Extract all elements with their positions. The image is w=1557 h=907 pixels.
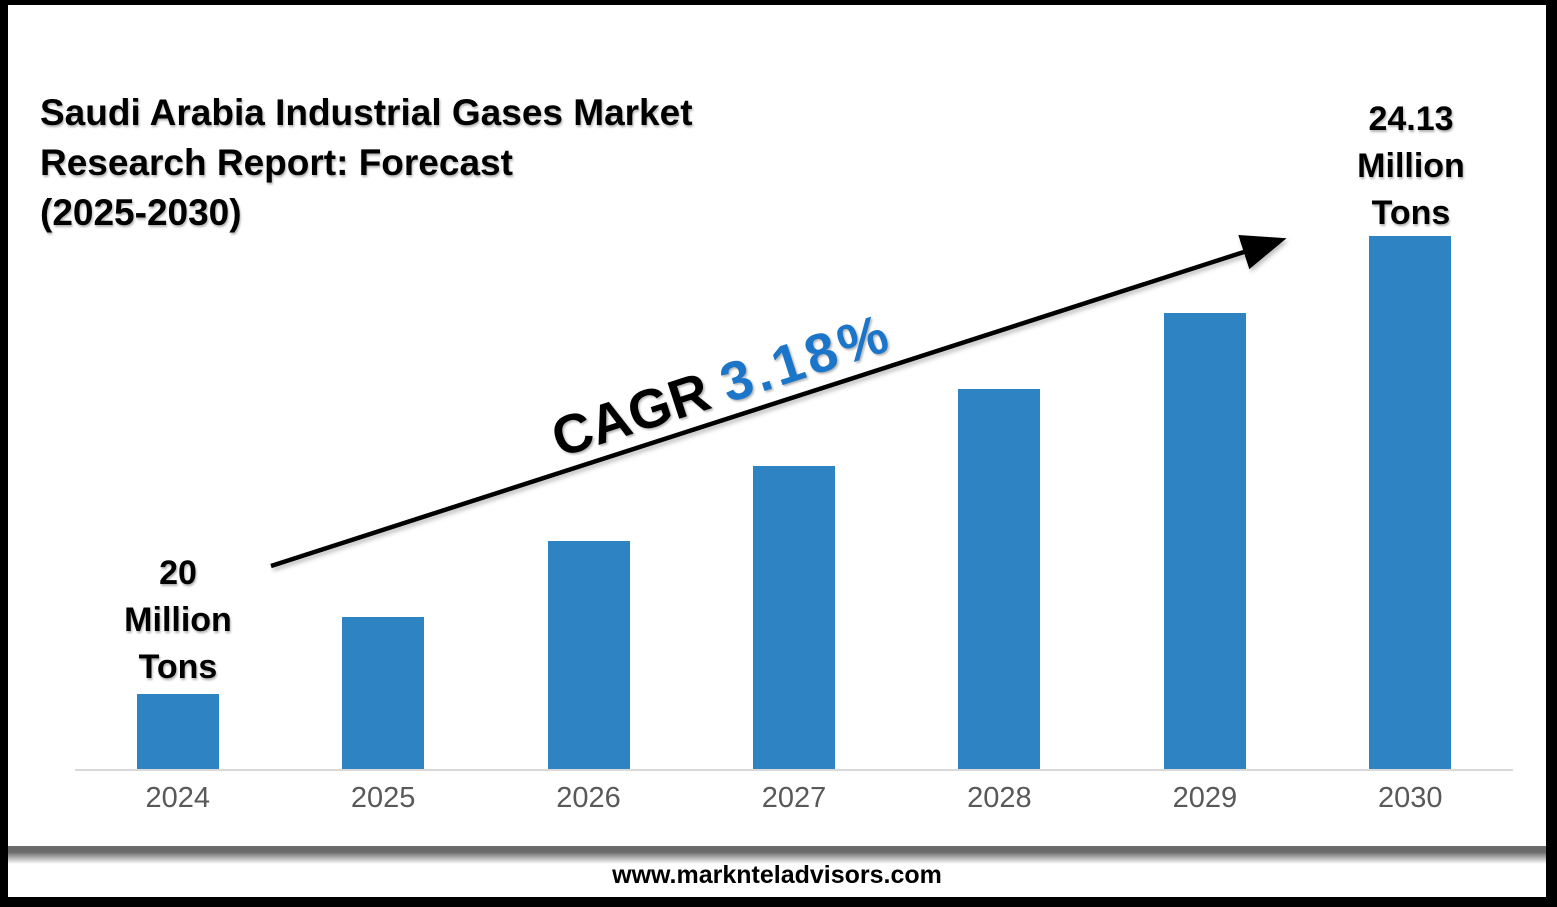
- bar-2026: [547, 541, 630, 770]
- x-tick-label-2029: 2029: [1172, 782, 1238, 814]
- bar-column-2028: [897, 389, 1102, 770]
- bar-column-2025: [280, 617, 485, 770]
- value-label-2024: 20 Million Tons: [58, 550, 298, 691]
- footer-website: www.marknteladvisors.com: [612, 861, 942, 889]
- value-label-2030-unit1: Million: [1357, 147, 1465, 185]
- x-tick-label-2030: 2030: [1377, 782, 1443, 814]
- value-label-2024-unit2: Tons: [138, 648, 218, 686]
- value-label-2024-unit1: Million: [124, 601, 232, 639]
- chart-title-line3: (2025-2030): [40, 192, 242, 233]
- x-tick-label-2024: 2024: [145, 782, 210, 814]
- value-label-2030-number: 24.13: [1368, 100, 1454, 138]
- bar-column-2027: [691, 466, 896, 770]
- chart-title-line2: Research Report: Forecast: [40, 142, 513, 183]
- bar-column-2029: [1102, 313, 1307, 770]
- x-tick-label-2027: 2027: [761, 782, 827, 814]
- chart-title: Saudi Arabia Industrial Gases Market Res…: [40, 88, 780, 238]
- x-tick-label-2025: 2025: [350, 782, 416, 814]
- value-label-2030: 24.13 Million Tons: [1291, 96, 1531, 237]
- x-axis-labels: 2024 2025 2026 2027 2028 2029 2030: [75, 782, 1513, 815]
- chart-title-line1: Saudi Arabia Industrial Gases Market: [40, 92, 693, 133]
- bar-column-2026: [486, 541, 691, 770]
- bar-2030: [1369, 236, 1452, 770]
- bar-column-2024: [75, 694, 280, 770]
- x-axis-line: [75, 769, 1513, 771]
- bar-column-2030: [1308, 236, 1513, 770]
- bar-2025: [342, 617, 425, 770]
- bar-2028: [958, 389, 1041, 770]
- value-label-2024-number: 20: [159, 554, 197, 592]
- x-tick-label-2028: 2028: [967, 782, 1032, 814]
- bar-2027: [752, 466, 835, 770]
- value-label-2030-unit2: Tons: [1371, 194, 1451, 232]
- footer-divider: [8, 846, 1546, 864]
- bar-2029: [1163, 313, 1246, 770]
- bar-2024: [136, 694, 219, 770]
- x-tick-label-2026: 2026: [556, 782, 621, 814]
